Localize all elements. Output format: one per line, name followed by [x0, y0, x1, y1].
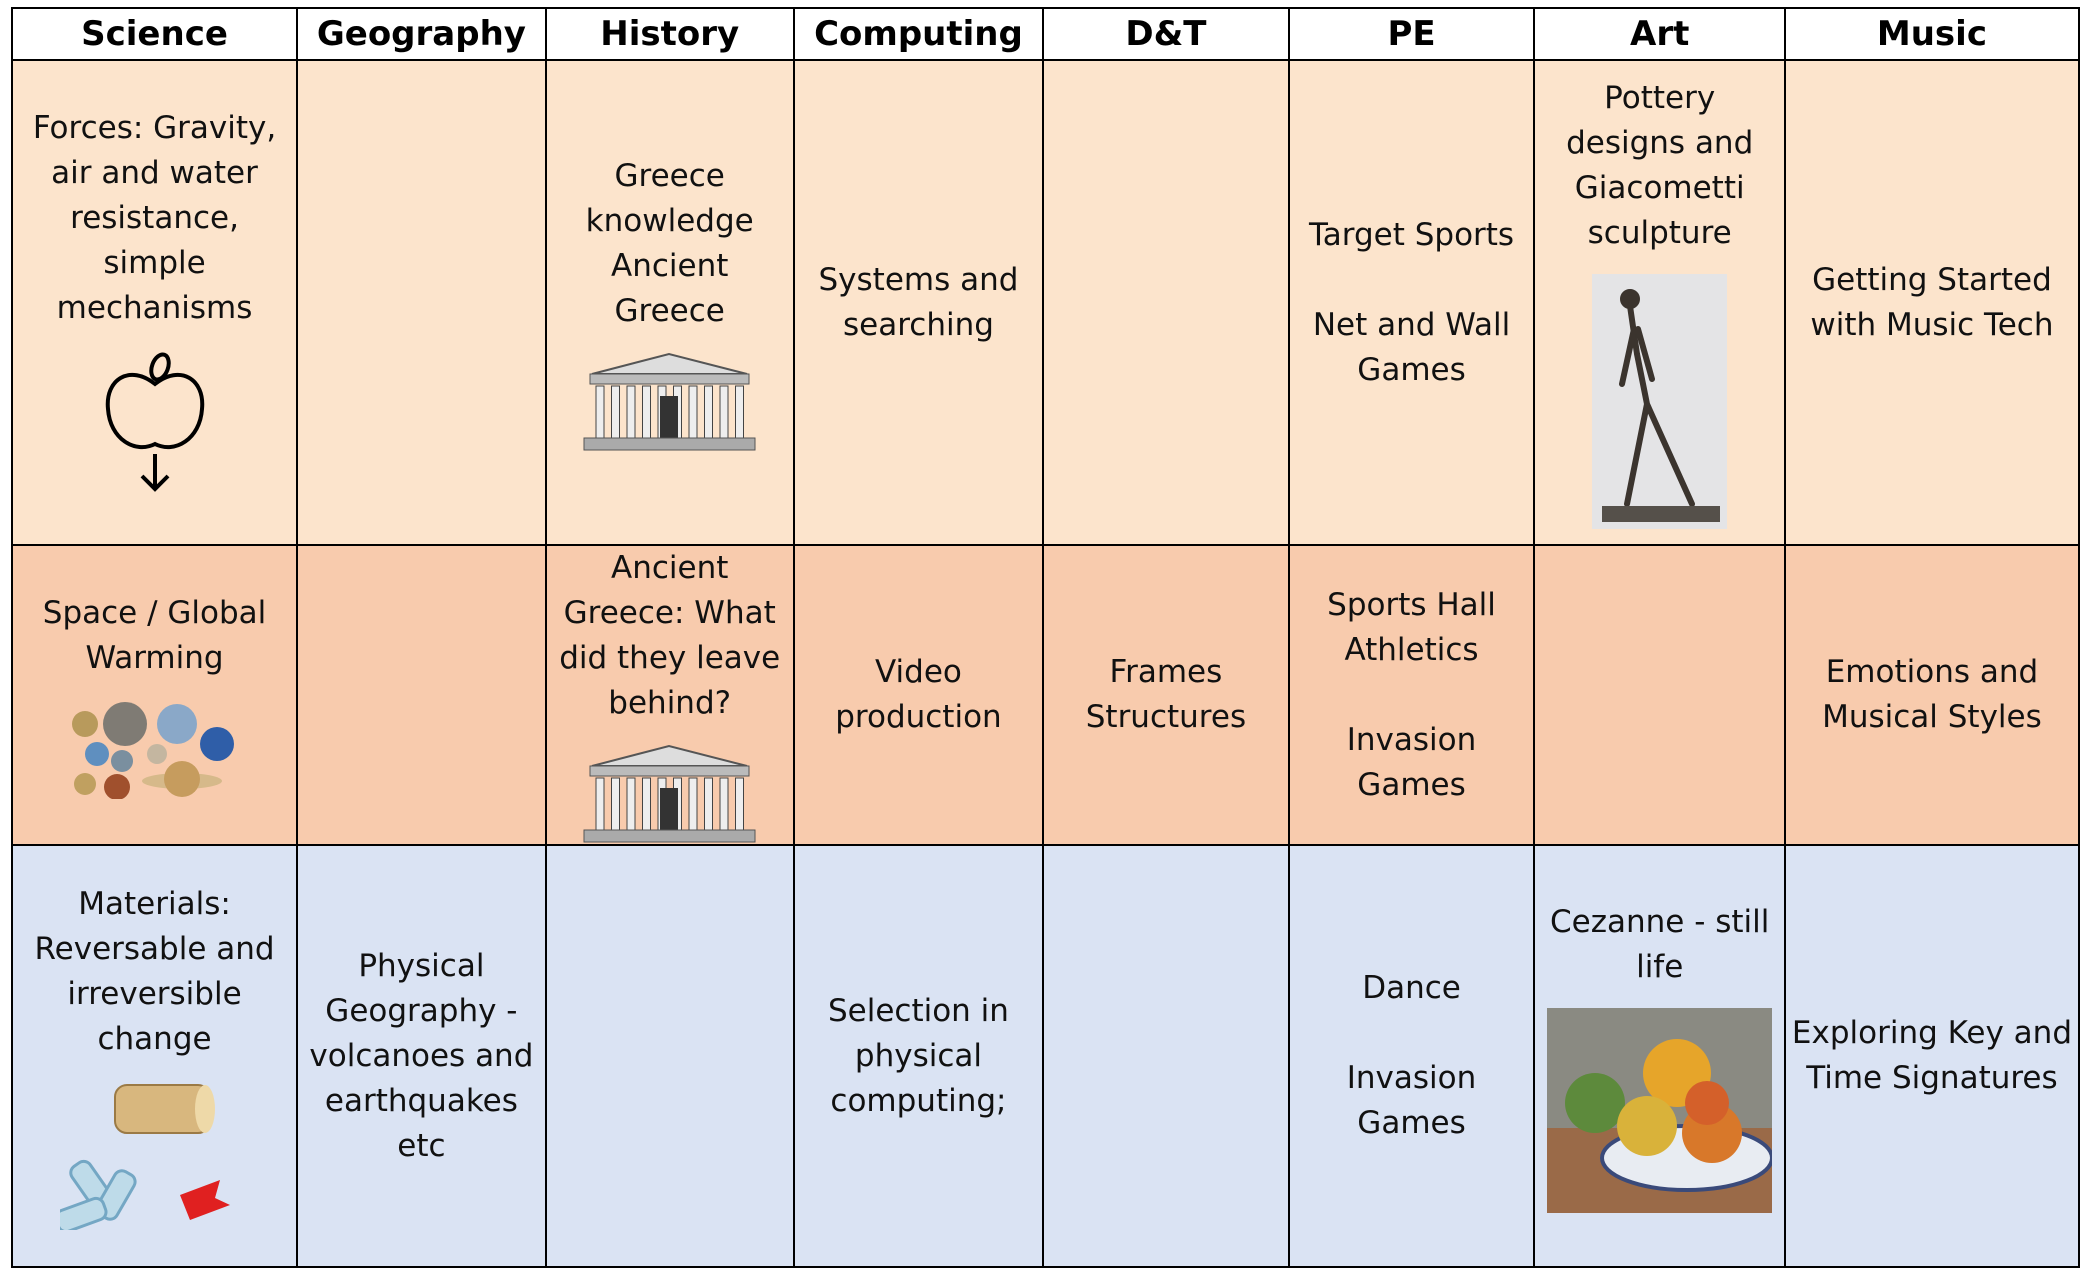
apple-icon — [105, 352, 204, 492]
cell-text: Sports Hall Athletics — [1327, 586, 1496, 668]
table-cell: Systems and searching — [792, 59, 1045, 546]
table-cell — [1042, 844, 1290, 1268]
temple-icon — [583, 744, 756, 843]
column-header: Computing — [792, 7, 1045, 61]
cell-text: Emotions and Musical Styles — [1822, 654, 2042, 735]
cell-text: Exploring Key and Time Signatures — [1791, 1015, 2072, 1096]
table-row: Forces: Gravity, air and water resistanc… — [10, 59, 2080, 546]
table-cell — [296, 544, 547, 846]
column-header: PE — [1287, 7, 1536, 61]
cell-text: Video production — [835, 654, 1002, 735]
cell-text: Forces: Gravity, air and water resistanc… — [32, 110, 277, 326]
cell-text: Frames Structures — [1085, 654, 1247, 735]
cell-text: Systems and searching — [818, 261, 1019, 343]
table-cell: Exploring Key and Time Signatures — [1783, 844, 2080, 1268]
table-cell: Greece knowledge Ancient Greece — [544, 59, 795, 546]
sculpture-image — [1592, 274, 1728, 529]
cell-text: Getting Started with Music Tech — [1810, 261, 2054, 343]
column-header: Art — [1533, 7, 1786, 61]
table-cell: Selection in physical computing; — [792, 844, 1045, 1268]
table-row: Space / Global Warming Ancient Greece: Wh… — [10, 544, 2080, 846]
column-header: Geography — [296, 7, 547, 61]
table-cell: Physical Geography - volcanoes and earth… — [296, 844, 547, 1268]
cell-text: Target Sports — [1308, 216, 1515, 253]
cell-text: Ancient Greece: What did they leave behi… — [559, 550, 781, 721]
table-row: Materials: Reversable and irreversible c… — [10, 844, 2080, 1268]
cell-text: Space / Global Warming — [42, 595, 267, 676]
table-cell — [544, 844, 795, 1268]
table-cell: Target Sports Net and Wall Games — [1287, 59, 1536, 546]
table-cell: Sports Hall Athletics Invasion Games — [1287, 544, 1536, 846]
cell-text: Cezanne - still life — [1549, 903, 1770, 985]
page: Science Geography History Computing D&T PE Art… — [10, 7, 2080, 1268]
table-cell: Video production — [792, 544, 1045, 846]
column-header: D&T — [1042, 7, 1290, 61]
cell-text: Materials: Reversable and irreversible c… — [34, 886, 275, 1057]
table-cell: Dance Invasion Games — [1287, 844, 1536, 1268]
column-header: Science — [10, 7, 299, 61]
cell-text: Dance — [1362, 970, 1461, 1006]
still-life-image — [1547, 1007, 1773, 1213]
table-cell — [296, 59, 547, 546]
cell-text: Invasion Games — [1346, 721, 1477, 803]
table-cell — [1042, 59, 1290, 546]
table-cell: Emotions and Musical Styles — [1783, 544, 2080, 846]
table-cell — [1533, 544, 1786, 846]
planets-image — [72, 702, 235, 799]
materials-image — [59, 1084, 230, 1230]
table-cell: Materials: Reversable and irreversible c… — [10, 844, 299, 1268]
column-header: Music — [1783, 7, 2080, 61]
table-cell: Forces: Gravity, air and water resistanc… — [10, 59, 299, 546]
table-cell: Cezanne - still life — [1533, 844, 1786, 1268]
timetable: Science Geography History Computing D&T PE Art… — [10, 7, 2080, 1268]
cell-text: Physical Geography - volcanoes and earth… — [309, 947, 534, 1164]
table-cell: Space / Global Warming — [10, 544, 299, 846]
cell-text: Selection in physical computing; — [827, 992, 1009, 1119]
temple-icon — [583, 352, 756, 450]
cell-text: Invasion Games — [1346, 1060, 1477, 1141]
table-cell: Frames Structures — [1042, 544, 1290, 846]
table-cell: Ancient Greece: What did they leave behi… — [544, 544, 795, 846]
column-header: History — [544, 7, 795, 61]
table-cell: Pottery designs and Giacometti sculpture — [1533, 59, 1786, 546]
cell-text: Net and Wall Games — [1312, 306, 1511, 388]
cell-text: Pottery designs and Giacometti sculpture — [1566, 80, 1754, 251]
cell-text: Greece knowledge Ancient Greece — [585, 157, 754, 329]
table-cell: Getting Started with Music Tech — [1783, 59, 2080, 546]
